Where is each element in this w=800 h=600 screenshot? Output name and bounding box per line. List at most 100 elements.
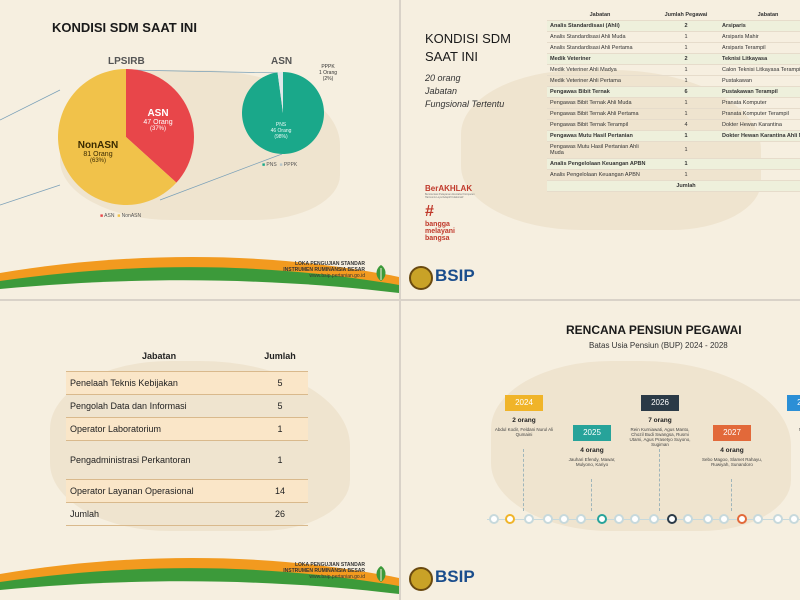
total-blank-2 — [719, 180, 800, 192]
slide1-title: KONDISI SDM SAAT INI — [52, 20, 197, 35]
table-row: Pengawas Bibit Ternak Ahli Muda 1 Pranata … — [547, 97, 800, 109]
table-row: Pengawas Mutu Hasil Pertanian 1 Dokter Hew… — [547, 130, 800, 142]
timeline-dot — [505, 514, 515, 524]
header-jumlah: Jumlah — [252, 341, 308, 372]
table-row: Analis Standardisasi (Ahli) 2 Arsiparis — [547, 20, 800, 32]
cell-jabatan: Pengawas Bibit Ternak Terampil — [547, 119, 653, 131]
timeline-dot — [737, 514, 747, 524]
year-box-2027: 2027 — [713, 425, 751, 441]
cell-jumlah: 1 — [653, 75, 719, 87]
pppk-pct: (2%) — [322, 76, 334, 82]
timeline-dot — [753, 514, 763, 524]
berakhlak-logo: BerAKHLAK Berorientasi Pelayanan Akuntab… — [425, 184, 483, 199]
cell-jabatan: Analis Pengelolaan Keuangan APBN — [547, 158, 653, 170]
pns-label: PNS — [275, 122, 287, 128]
cell-jabatan — [719, 169, 800, 181]
header-jumlah: Jumlah Pegawai — [653, 10, 719, 21]
cell-jumlah: 1 — [653, 42, 719, 54]
timeline-dot — [719, 514, 729, 524]
timeline-dot — [773, 514, 783, 524]
year-names: Rein Kurniawati, Agus Manto, Chozil Budi… — [629, 427, 691, 447]
legend-swatch-pns: ■ — [262, 162, 266, 168]
year-count: 2 orang — [512, 417, 536, 424]
jabatan-pelaksana-table: Jabatan Jumlah Penelaah Teknis Kebijakan… — [66, 341, 308, 526]
cell-jumlah: 26 — [252, 502, 308, 526]
cell-jabatan — [719, 141, 800, 159]
timeline-dot — [703, 514, 713, 524]
table-row: Pengawas Bibit Ternak Terampil 4 Dokter He… — [547, 119, 800, 131]
connector-line — [0, 184, 61, 206]
table-row: Analis Standardisasi Ahli Muda 1 Arsiparis… — [547, 31, 800, 43]
year-box-2026: 2026 — [641, 395, 679, 411]
nonasn-slice-label: NonASN 81 Orang (63%) — [75, 140, 121, 164]
legend-swatch-nonasn: ■ — [117, 213, 121, 219]
connector-line — [159, 153, 283, 201]
pns-count: 46 Orang — [270, 128, 292, 134]
table-row: Operator Layanan Operasional 14 — [66, 479, 308, 503]
jabatan-fungsional-table: Jabatan Jumlah Pegawai Jabatan Analis St… — [547, 10, 800, 192]
connector-line — [126, 69, 283, 74]
asn-chart-title: ASN — [271, 56, 293, 67]
footer-wave — [0, 558, 399, 600]
year-box-2024: 2024 — [505, 395, 543, 411]
timeline-connector — [591, 479, 592, 511]
header-jabatan-2: Jabatan — [719, 10, 800, 21]
connector-line — [0, 89, 61, 121]
table-body: Penelaah Teknis Kebijakan 5 Pengolah Data … — [66, 371, 308, 526]
cell-jumlah: 4 — [653, 119, 719, 131]
cell-jabatan: Medik Veteriner — [547, 53, 653, 65]
table-row: Analis Standardisasi Ahli Pertama 1 Arsipa… — [547, 42, 800, 54]
pppk-label: PPPK — [321, 64, 335, 70]
slide-jabatan-fungsional: KONDISI SDM SAAT INI 20 orang Jabatan Fu… — [401, 0, 800, 299]
slide4-subtitle: Batas Usia Pensiun (BUP) 2024 - 2028 — [589, 341, 728, 350]
cell-jabatan: Dokter Hewan Karantina — [719, 119, 800, 131]
timeline-dot — [489, 514, 499, 524]
cell-jabatan: Pengawas Mutu Hasil Pertanian — [547, 130, 653, 142]
bsip-text: BSIP — [435, 567, 475, 586]
cell-jumlah: 1 — [653, 31, 719, 43]
pppk-count: 1 Orang — [318, 70, 338, 76]
cell-jabatan: Arsiparis Terampil — [719, 42, 800, 54]
cell-jumlah: 14 — [252, 479, 308, 503]
year-count: 4 orang — [580, 447, 604, 454]
slide-rencana-pensiun: RENCANA PENSIUN PEGAWAI Batas Usia Pensi… — [401, 301, 800, 600]
cell-jabatan: Calon Teknisi Litkayasa Terampil — [719, 64, 800, 76]
cell-jabatan: Analis Standardisasi (Ahli) — [547, 20, 653, 32]
slide2-title: KONDISI SDM SAAT INI — [425, 30, 511, 66]
cell-jabatan: Pengawas Bibit Ternak — [547, 86, 653, 98]
asn-slice-label: ASN 47 Orang (37%) — [142, 108, 174, 132]
table-row: Pengawas Bibit Ternak 6 Pustakawan Terampi… — [547, 86, 800, 98]
year-box-2025: 2025 — [573, 425, 611, 441]
cell-jabatan: Pengadministrasi Perkantoran — [66, 440, 253, 480]
berakhlak-text: BerAKHLAK — [425, 184, 473, 193]
cell-jumlah: 1 — [653, 158, 719, 170]
timeline-dot — [597, 514, 607, 524]
table-row: Analis Pengelolaan Keuangan APBN 1 — [547, 169, 800, 181]
year-count: 4 orang — [720, 447, 744, 454]
cell-jumlah: 1 — [653, 108, 719, 120]
footer-line1: LOKA PENGUJIAN STANDAR — [294, 562, 365, 568]
slide-jabatan-pelaksana: Jabatan Jumlah Penelaah Teknis Kebijakan… — [0, 301, 399, 600]
cell-jumlah: 1 — [653, 141, 719, 159]
bangga-text: bangga — [425, 221, 450, 228]
loka-logo — [371, 263, 391, 289]
footer-text: LOKA PENGUJIAN STANDAR INSTRUMEN RUMINAN… — [255, 261, 365, 279]
timeline-connector — [523, 449, 524, 511]
table-row: Jumlah 26 — [66, 502, 308, 526]
bsip-text: BSIP — [435, 266, 475, 285]
cell-jabatan: Pengawas Mutu Hasil Pertanian Ahli Muda — [547, 141, 653, 159]
cell-jumlah: 1 — [653, 97, 719, 109]
footer-wave — [0, 257, 399, 299]
lpsirb-chart-title: LPSIRB — [108, 56, 145, 67]
cell-jabatan: Arsiparis Mahir — [719, 31, 800, 43]
table-row: Analis Pengelolaan Keuangan APBN 1 — [547, 158, 800, 170]
cell-jabatan: Pengawas Bibit Ternak Ahli Muda — [547, 97, 653, 109]
legend-asn: ASN — [104, 213, 115, 219]
nonasn-count: 81 Orang — [83, 151, 113, 158]
cell-jumlah: 5 — [252, 394, 308, 418]
footer-url: www.bsip.pertanian.go.id — [309, 273, 365, 279]
bsip-emblem-icon — [409, 567, 433, 591]
table-row: Operator Laboratorium 1 — [66, 417, 308, 441]
lpsirb-legend: ■ ASN ■ NonASN — [100, 213, 141, 219]
pie-slice-asn — [126, 69, 194, 183]
